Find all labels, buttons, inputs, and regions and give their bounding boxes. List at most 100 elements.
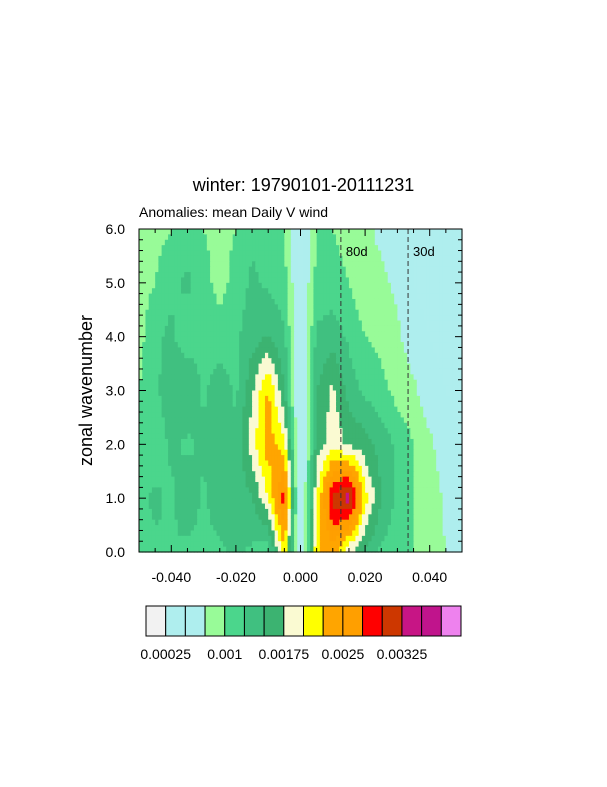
contour-cell xyxy=(274,272,279,279)
contour-cell xyxy=(329,444,334,451)
contour-cell xyxy=(378,438,382,445)
contour-cell xyxy=(381,487,386,494)
contour-cell xyxy=(348,363,353,370)
contour-cell xyxy=(423,282,428,289)
contour-cell xyxy=(336,234,340,241)
contour-cell xyxy=(203,229,208,235)
contour-cell xyxy=(139,342,143,349)
contour-cell xyxy=(229,374,234,381)
contour-cell xyxy=(287,476,292,483)
contour-cell xyxy=(177,304,182,311)
contour-cell xyxy=(210,315,214,322)
contour-cell xyxy=(410,261,415,268)
contour-cell xyxy=(365,422,369,429)
contour-cell xyxy=(232,482,237,488)
contour-cell xyxy=(390,406,395,413)
contour-cell xyxy=(226,255,231,262)
contour-cell xyxy=(151,465,156,472)
contour-cell xyxy=(445,465,450,472)
contour-cell xyxy=(407,315,411,322)
contour-cell xyxy=(326,460,331,467)
contour-cell xyxy=(355,255,360,262)
contour-cell xyxy=(151,331,156,338)
contour-cell xyxy=(239,379,243,386)
contour-cell xyxy=(297,250,302,257)
contour-cell xyxy=(426,374,431,381)
contour-cell xyxy=(197,487,201,494)
contour-cell xyxy=(248,482,253,488)
contour-cell xyxy=(410,412,415,419)
contour-cell xyxy=(158,325,163,332)
contour-cell xyxy=(348,368,353,375)
contour-cell xyxy=(261,412,266,419)
contour-cell xyxy=(306,352,311,359)
contour-cell xyxy=(449,336,453,343)
contour-cell xyxy=(445,492,450,499)
contour-cell xyxy=(271,395,276,402)
contour-cell xyxy=(216,234,221,241)
contour-cell xyxy=(206,282,211,289)
contour-cell xyxy=(232,374,237,381)
contour-cell xyxy=(352,406,357,413)
contour-cell xyxy=(416,406,421,413)
contour-cell xyxy=(416,250,421,257)
contour-cell xyxy=(229,293,234,300)
contour-cell xyxy=(287,363,292,370)
contour-cell xyxy=(145,487,150,494)
contour-cell xyxy=(161,282,166,289)
contour-cell xyxy=(239,272,243,279)
contour-cell xyxy=(187,428,192,435)
contour-cell xyxy=(455,487,460,494)
contour-cell xyxy=(258,304,263,311)
contour-cell xyxy=(439,272,444,279)
contour-cell xyxy=(332,460,337,467)
contour-cell xyxy=(300,487,305,494)
contour-cell xyxy=(242,325,247,332)
contour-cell xyxy=(287,465,292,472)
contour-cell xyxy=(432,460,437,467)
contour-cell xyxy=(300,309,305,316)
contour-cell xyxy=(281,347,285,354)
contour-cell xyxy=(229,482,234,488)
contour-cell xyxy=(378,465,382,472)
contour-cell xyxy=(426,277,431,284)
contour-cell xyxy=(400,282,405,289)
contour-cell xyxy=(426,401,431,408)
contour-cell xyxy=(390,272,395,279)
contour-cell xyxy=(332,422,337,429)
contour-cell xyxy=(390,482,395,488)
contour-cell xyxy=(271,401,276,408)
contour-cell xyxy=(442,401,447,408)
contour-cell xyxy=(264,234,269,241)
contour-cell xyxy=(216,358,221,365)
contour-cell xyxy=(281,487,285,494)
contour-cell xyxy=(213,261,218,268)
contour-cell xyxy=(258,266,263,273)
contour-cell xyxy=(197,255,201,262)
contour-cell xyxy=(361,492,366,499)
contour-cell xyxy=(420,471,424,478)
contour-cell xyxy=(294,444,298,451)
contour-cell xyxy=(378,358,382,365)
contour-cell xyxy=(445,385,450,392)
contour-cell xyxy=(281,385,285,392)
contour-cell xyxy=(397,315,402,322)
contour-cell xyxy=(213,293,218,300)
contour-cell xyxy=(148,385,153,392)
contour-cell xyxy=(310,433,315,440)
contour-cell xyxy=(261,492,266,499)
contour-cell xyxy=(413,347,418,354)
contour-cell xyxy=(284,444,289,451)
contour-cell xyxy=(442,229,447,235)
contour-cell xyxy=(148,245,153,252)
contour-cell xyxy=(261,368,266,375)
contour-cell xyxy=(342,282,347,289)
contour-cell xyxy=(410,455,415,462)
contour-cell xyxy=(394,331,398,338)
contour-cell xyxy=(378,336,382,343)
contour-cell xyxy=(239,482,243,488)
contour-cell xyxy=(200,358,205,365)
contour-cell xyxy=(313,476,318,483)
contour-cell xyxy=(407,266,411,273)
contour-cell xyxy=(400,482,405,488)
